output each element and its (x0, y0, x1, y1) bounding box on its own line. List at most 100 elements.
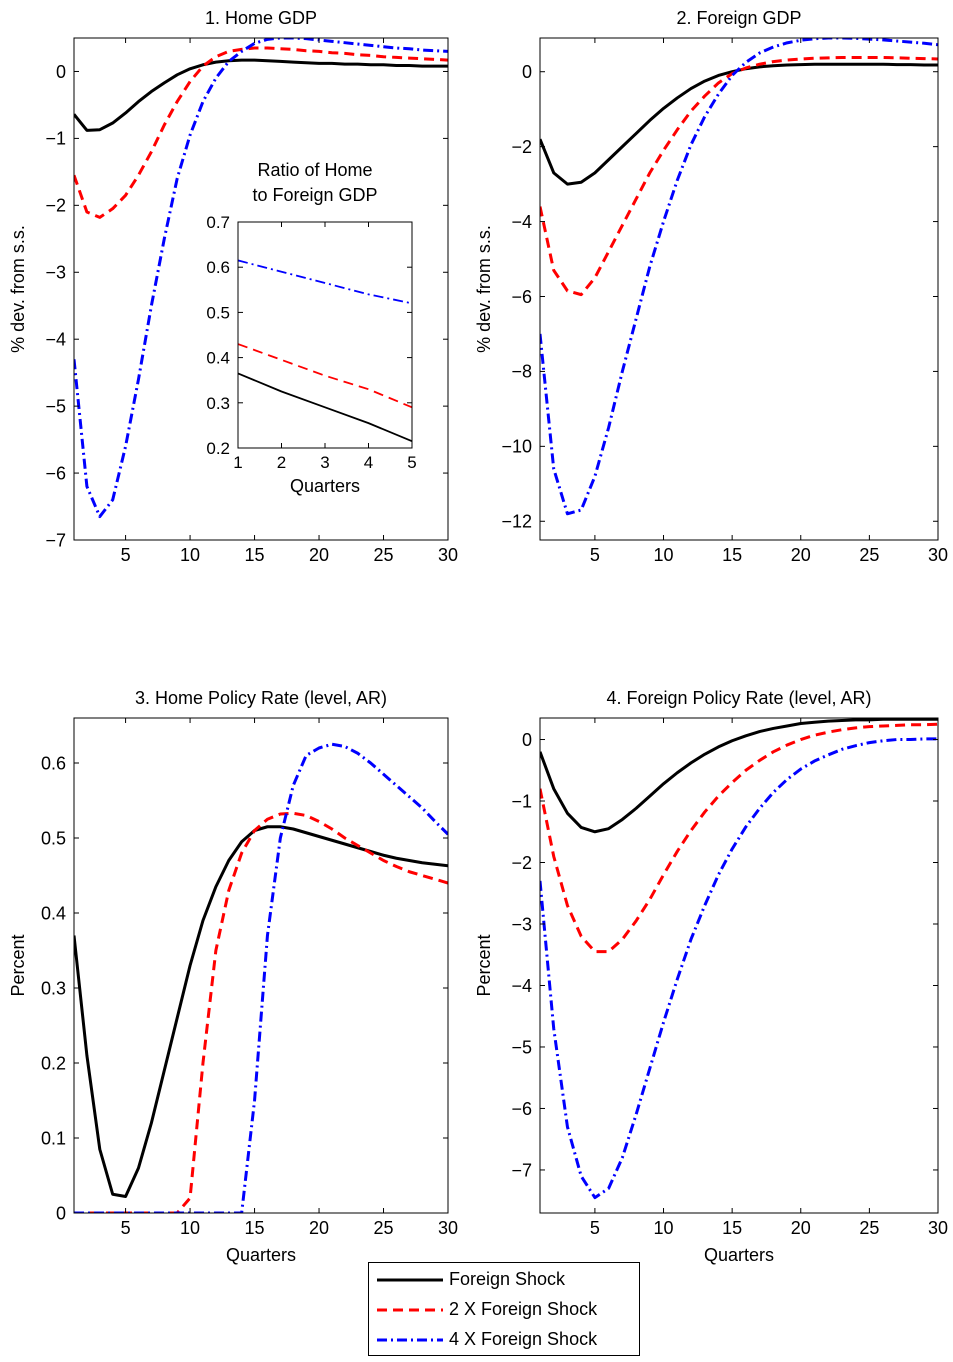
legend: Foreign Shock 2 X Foreign Shock 4 X Fore… (368, 1262, 640, 1356)
legend-item-4x-foreign-shock: 4 X Foreign Shock (369, 1325, 639, 1355)
inset-plot-area (238, 222, 412, 448)
p3-ytick-label-0-4: 0.4 (41, 903, 66, 923)
p2-xtick-label-30: 30 (928, 545, 948, 565)
p4-series-4-x-foreign-shock (540, 737, 938, 1200)
p4-xlabel: Quarters (704, 1245, 774, 1265)
p3-series-foreign-shock (74, 825, 448, 1198)
legend-item-2x-foreign-shock: 2 X Foreign Shock (369, 1295, 639, 1325)
p3-title: 3. Home Policy Rate (level, AR) (135, 688, 387, 708)
p1-title: 1. Home GDP (205, 8, 317, 28)
p1-series-foreign-shock (74, 58, 448, 132)
inset-series-group (238, 259, 412, 443)
p3-xtick-label-20: 20 (309, 1218, 329, 1238)
p4-ylabel: Percent (474, 934, 494, 996)
p2-ylabel: % dev. from s.s. (474, 225, 494, 353)
p1-ytick-label-2: −2 (45, 196, 66, 216)
inset-xtick-label-4: 4 (364, 453, 373, 472)
p4-ytick-label-3: −3 (511, 914, 532, 934)
p2-ytick-label-4: −4 (511, 212, 532, 232)
p3-ytick-label-0-6: 0.6 (41, 753, 66, 773)
p2-series-4-x-foreign-shock (540, 38, 938, 516)
inset-ytick-label-0-2: 0.2 (206, 439, 230, 458)
legend-swatch-2x-foreign-shock (377, 1308, 443, 1312)
p4-title: 4. Foreign Policy Rate (level, AR) (606, 688, 871, 708)
p3-xtick-label-5: 5 (121, 1218, 131, 1238)
p2-xtick-label-5: 5 (590, 545, 600, 565)
legend-swatch-foreign-shock (377, 1278, 443, 1282)
legend-item-foreign-shock: Foreign Shock (369, 1265, 639, 1295)
inset-title-line-1: to Foreign GDP (252, 185, 377, 205)
p2-series-group (540, 38, 938, 516)
panel-home-policy-rate: 5 10 15 20 25 30 0 0.1 0.2 0.3 0.4 0.5 0.6 3. Home Po… (8, 688, 458, 1265)
p2-title: 2. Foreign GDP (676, 8, 801, 28)
p4-ytick-label-0: 0 (522, 730, 532, 750)
p4-ytick-label-2: −2 (511, 853, 532, 873)
p1-series-2-x-foreign-shock (74, 46, 448, 219)
p4-frame (539, 717, 939, 1214)
p3-xlabel: Quarters (226, 1245, 296, 1265)
p3-ytick-label-0: 0 (56, 1203, 66, 1223)
p2-xtick-label-15: 15 (722, 545, 742, 565)
inset-ytick-label-0-7: 0.7 (206, 213, 230, 232)
p1-ytick-label-0: 0 (56, 62, 66, 82)
inset-ytick-label-0-4: 0.4 (206, 349, 230, 368)
p1-ytick-label-7: −7 (45, 530, 66, 550)
legend-label-foreign-shock: Foreign Shock (449, 1269, 566, 1289)
p3-ytick-label-0-5: 0.5 (41, 828, 66, 848)
p4-plot-area (540, 718, 938, 1213)
p4-xtick-label-15: 15 (722, 1218, 742, 1238)
inset-title-line-0: Ratio of Home (257, 160, 372, 180)
p4-series-group (540, 718, 938, 1200)
p3-series-2-x-foreign-shock (74, 811, 448, 1213)
inset-xtick-label-1: 1 (233, 453, 242, 472)
p1-xtick-label-5: 5 (121, 545, 131, 565)
p3-xtick-label-30: 30 (438, 1218, 458, 1238)
inset-xtick-label-5: 5 (407, 453, 416, 472)
p4-series-foreign-shock (540, 718, 938, 834)
inset-series-foreign-shock (238, 372, 412, 443)
p2-ytick-label-6: −6 (511, 287, 532, 307)
panel-foreign-policy-rate: 5 10 15 20 25 30 −7 −6 −5 −4 −3 −2 −1 0 4. Foreign Pol… (474, 688, 948, 1265)
p3-ytick-label-0-3: 0.3 (41, 978, 66, 998)
p4-ytick-label-4: −4 (511, 976, 532, 996)
p1-ytick-label-1: −1 (45, 129, 66, 149)
inset-series-4-x-foreign-shock (238, 259, 412, 305)
panel-home-gdp: 5 10 15 20 25 30−7−6−5−4−3−2−101. Home GDP% d… (8, 8, 458, 565)
p1-xtick-label-20: 20 (309, 545, 329, 565)
p2-ytick-label-0: 0 (522, 62, 532, 82)
legend-swatch-4x-foreign-shock (377, 1338, 443, 1342)
p2-ytick-label-12: −12 (501, 512, 532, 532)
p4-ytick-label-1: −1 (511, 791, 532, 811)
p2-frame (539, 37, 939, 541)
p4-xtick-label-10: 10 (654, 1218, 674, 1238)
inset-ytick-label-0-3: 0.3 (206, 394, 230, 413)
p3-frame (73, 717, 449, 1214)
p4-xtick-label-25: 25 (859, 1218, 879, 1238)
p3-series-group (74, 742, 448, 1213)
p4-xtick-label-5: 5 (590, 1218, 600, 1238)
p3-series-4-x-foreign-shock (74, 742, 448, 1213)
p2-xtick-label-10: 10 (654, 545, 674, 565)
p1-ytick-label-4: −4 (45, 330, 66, 350)
legend-label-4x-foreign-shock: 4 X Foreign Shock (449, 1329, 598, 1349)
p1-ytick-label-3: −3 (45, 263, 66, 283)
p1-ytick-label-6: −6 (45, 463, 66, 483)
inset-series-2-x-foreign-shock (238, 343, 412, 409)
p4-series-2-x-foreign-shock (540, 722, 938, 954)
p4-ytick-label-5: −5 (511, 1037, 532, 1057)
p1-series-4-x-foreign-shock (74, 38, 448, 519)
p2-plot-area (540, 38, 938, 540)
p1-xtick-label-25: 25 (374, 545, 394, 565)
p3-ylabel: Percent (8, 934, 28, 996)
p3-plot-area (74, 718, 448, 1213)
p4-xtick-label-20: 20 (791, 1218, 811, 1238)
p1-ytick-label-5: −5 (45, 396, 66, 416)
p2-series-2-x-foreign-shock (540, 55, 938, 297)
p2-ytick-label-2: −2 (511, 137, 532, 157)
p4-xtick-label-30: 30 (928, 1218, 948, 1238)
p3-xtick-label-15: 15 (245, 1218, 265, 1238)
p2-xtick-label-25: 25 (859, 545, 879, 565)
inset-ratio-chart: 1 2 3 4 5 0.2 0.3 0.4 0.5 0.6 0.7 Ratio of Home to F… (206, 160, 416, 496)
inset-xtick-label-3: 3 (320, 453, 329, 472)
